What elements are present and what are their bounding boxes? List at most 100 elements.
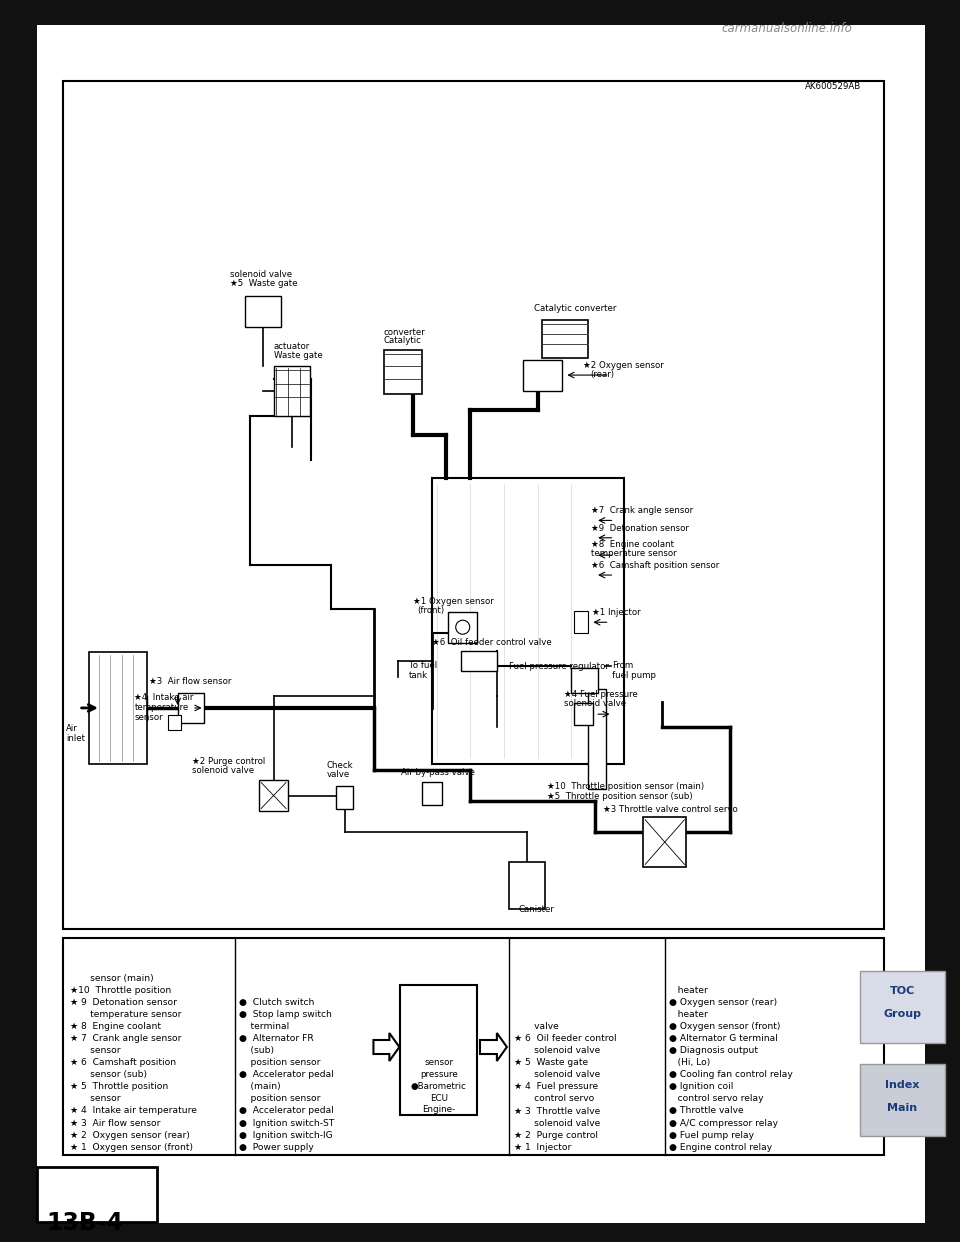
Bar <box>245 296 281 327</box>
Text: fuel pump: fuel pump <box>612 671 657 679</box>
Text: ★ 1  Oxygen sensor (front): ★ 1 Oxygen sensor (front) <box>70 1143 193 1151</box>
Text: valve: valve <box>514 1022 559 1031</box>
Text: ★8  Engine coolant: ★8 Engine coolant <box>591 540 674 549</box>
Text: (rear): (rear) <box>590 370 614 379</box>
Text: ●  Alternator FR: ● Alternator FR <box>239 1035 314 1043</box>
Bar <box>643 817 686 867</box>
Text: ★2 Oxygen sensor: ★2 Oxygen sensor <box>583 361 663 370</box>
Text: sensor: sensor <box>70 1094 121 1103</box>
Text: ECU: ECU <box>430 1094 447 1103</box>
Bar <box>860 1064 945 1136</box>
Text: carmanualsonline.info: carmanualsonline.info <box>722 22 852 35</box>
Text: ●  Ignition switch-IG: ● Ignition switch-IG <box>239 1130 333 1140</box>
Bar <box>422 782 442 805</box>
Text: Index: Index <box>885 1079 920 1089</box>
Bar <box>574 611 588 633</box>
Text: ★ 8  Engine coolant: ★ 8 Engine coolant <box>70 1022 161 1031</box>
Text: tank: tank <box>409 671 428 679</box>
Text: (sub): (sub) <box>239 1046 274 1056</box>
Bar <box>860 971 945 1043</box>
Text: ★6  Oil feeder control valve: ★6 Oil feeder control valve <box>432 638 552 647</box>
Bar <box>588 689 606 789</box>
Text: ★2 Purge control: ★2 Purge control <box>192 758 265 766</box>
Text: ● Throttle valve: ● Throttle valve <box>669 1107 744 1115</box>
Text: ★ 5  Waste gate: ★ 5 Waste gate <box>514 1058 588 1067</box>
Text: ★ 4  Intake air temperature: ★ 4 Intake air temperature <box>70 1107 197 1115</box>
Text: valve: valve <box>326 770 349 779</box>
Text: solenoid valve: solenoid valve <box>564 699 627 708</box>
Text: sensor: sensor <box>134 713 163 722</box>
Text: ★1 Oxygen sensor: ★1 Oxygen sensor <box>413 597 493 606</box>
Bar <box>178 693 204 723</box>
Text: actuator: actuator <box>274 343 310 351</box>
Polygon shape <box>480 1033 507 1061</box>
Bar <box>37 1167 157 1222</box>
Text: Group: Group <box>883 1010 922 1020</box>
Text: ★5  Throttle position sensor (sub): ★5 Throttle position sensor (sub) <box>547 792 693 801</box>
Bar <box>63 81 884 929</box>
Text: solenoid valve: solenoid valve <box>514 1046 600 1056</box>
Text: ★3 Throttle valve control servo: ★3 Throttle valve control servo <box>603 805 737 814</box>
Text: control servo: control servo <box>514 1094 594 1103</box>
Bar <box>461 651 497 671</box>
Text: (Hi, Lo): (Hi, Lo) <box>669 1058 710 1067</box>
Text: ★10  Throttle position: ★10 Throttle position <box>70 986 171 995</box>
Text: ★4  Intake air: ★4 Intake air <box>134 693 194 702</box>
Text: ★ 6  Camshaft position: ★ 6 Camshaft position <box>70 1058 177 1067</box>
Text: control servo relay: control servo relay <box>669 1094 763 1103</box>
Text: ★ 2  Purge control: ★ 2 Purge control <box>514 1130 597 1140</box>
Text: ● Cooling fan control relay: ● Cooling fan control relay <box>669 1071 793 1079</box>
Text: solenoid valve: solenoid valve <box>192 766 254 775</box>
Text: temperature sensor: temperature sensor <box>591 549 677 558</box>
Text: ★ 7  Crank angle sensor: ★ 7 Crank angle sensor <box>70 1035 181 1043</box>
Text: solenoid valve: solenoid valve <box>514 1119 600 1128</box>
Text: ●  Accelerator pedal: ● Accelerator pedal <box>239 1071 334 1079</box>
Text: ● Fuel pump relay: ● Fuel pump relay <box>669 1130 755 1140</box>
Text: Waste gate: Waste gate <box>274 351 323 360</box>
Text: Fuel pressure regulator: Fuel pressure regulator <box>509 662 609 671</box>
Text: pressure: pressure <box>420 1071 458 1079</box>
Text: position sensor: position sensor <box>239 1058 321 1067</box>
Text: ●  Stop lamp switch: ● Stop lamp switch <box>239 1010 332 1020</box>
Bar <box>400 985 477 1115</box>
Text: To fuel: To fuel <box>409 661 437 669</box>
Text: ●Barometric: ●Barometric <box>411 1082 467 1090</box>
Text: converter: converter <box>384 328 425 337</box>
Text: sensor: sensor <box>70 1046 121 1056</box>
Text: ● Ignition coil: ● Ignition coil <box>669 1082 733 1092</box>
Text: heater: heater <box>669 986 708 995</box>
Text: ●  Ignition switch-ST: ● Ignition switch-ST <box>239 1119 334 1128</box>
Bar <box>509 862 545 909</box>
Text: ★ 6  Oil feeder control: ★ 6 Oil feeder control <box>514 1035 616 1043</box>
Text: From: From <box>612 661 634 669</box>
Text: ★ 3  Throttle valve: ★ 3 Throttle valve <box>514 1107 600 1115</box>
Text: ● Oxygen sensor (front): ● Oxygen sensor (front) <box>669 1022 780 1031</box>
Text: sensor: sensor <box>424 1058 453 1067</box>
Text: Check: Check <box>326 761 353 770</box>
Text: AK600529AB: AK600529AB <box>804 82 861 91</box>
Text: position sensor: position sensor <box>239 1094 321 1103</box>
Bar <box>336 786 353 809</box>
Bar <box>168 715 181 730</box>
Bar <box>523 360 562 391</box>
Bar <box>542 320 588 358</box>
Text: ★10  Throttle position sensor (main): ★10 Throttle position sensor (main) <box>547 782 705 791</box>
Text: sensor (main): sensor (main) <box>70 974 154 982</box>
Text: temperature: temperature <box>134 703 189 712</box>
Text: ★7  Crank angle sensor: ★7 Crank angle sensor <box>591 507 693 515</box>
Text: ★1 Injector: ★1 Injector <box>592 609 641 617</box>
Text: Canister: Canister <box>518 905 554 914</box>
Bar <box>274 366 310 416</box>
Text: ●  Accelerator pedal: ● Accelerator pedal <box>239 1107 334 1115</box>
Text: solenoid valve: solenoid valve <box>230 271 293 279</box>
Text: ● Engine control relay: ● Engine control relay <box>669 1143 772 1151</box>
Text: heater: heater <box>669 1010 708 1020</box>
Bar <box>571 668 598 693</box>
Bar <box>574 703 593 725</box>
Text: Catalytic converter: Catalytic converter <box>534 304 616 313</box>
Bar <box>89 652 147 764</box>
Text: (main): (main) <box>239 1082 280 1092</box>
Text: ● Oxygen sensor (rear): ● Oxygen sensor (rear) <box>669 999 778 1007</box>
Text: Engine-: Engine- <box>422 1105 455 1114</box>
Text: Air by-pass valve: Air by-pass valve <box>401 769 475 777</box>
